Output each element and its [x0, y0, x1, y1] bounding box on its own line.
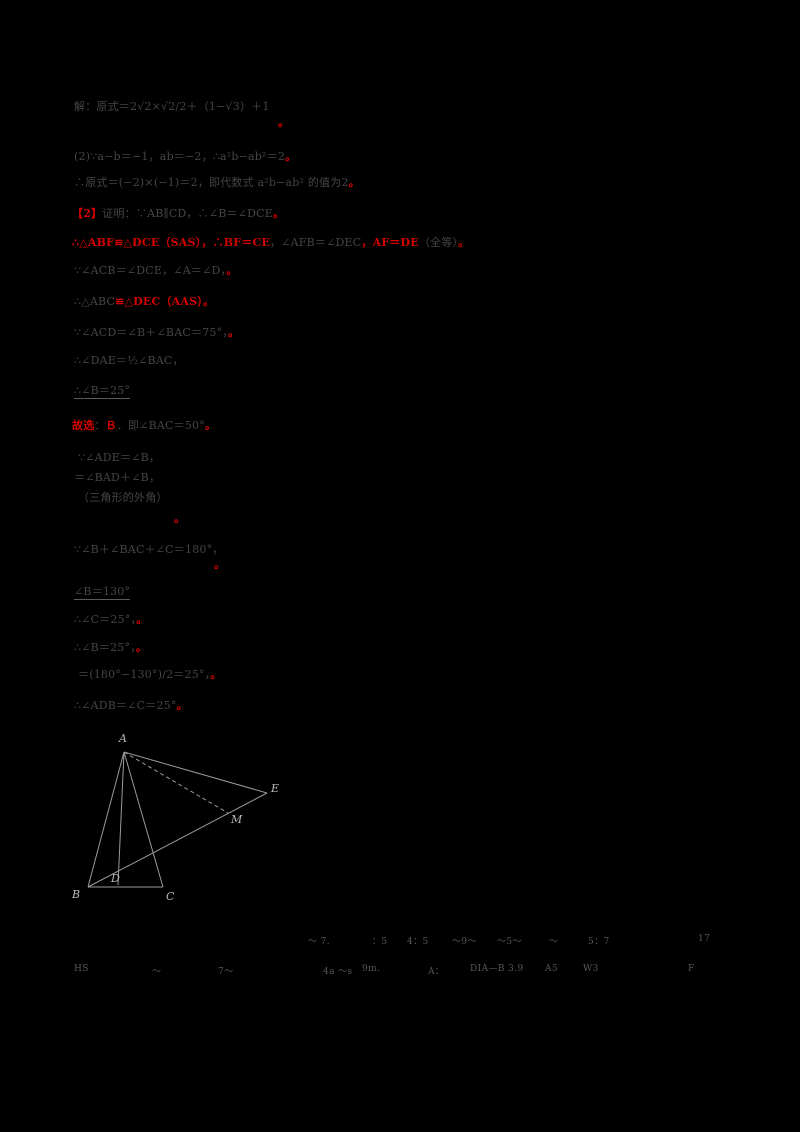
text-line: ∴∠B＝25°，。: [74, 641, 147, 655]
text-segment: 。: [458, 236, 470, 249]
text-line: 【2】证明：∵AB∥CD，∴∠B＝∠DCE。: [72, 207, 284, 221]
text-segment: ∵∠B＋∠BAC＋∠C＝180°，: [74, 543, 224, 556]
figure-label-E: E: [270, 782, 279, 795]
footer-fragment: 9m.: [362, 964, 381, 974]
text-line: (2)∵a−b＝−1，ab＝−2，∴a²b−ab²＝2。: [74, 150, 296, 164]
footer-fragment: ～9～: [452, 937, 477, 947]
text-segment: ∴原式＝(−2)×(−1)＝2，即代数式 a²b−ab² 的值为2: [74, 176, 349, 189]
footer-fragment: 17: [698, 934, 711, 944]
text-segment: 解：原式＝2√2×√2∕2＋（1−√3）＋1: [74, 100, 270, 113]
segment-AE: [123, 751, 268, 794]
segment-BE: [87, 792, 268, 888]
text-segment: ＝(180°−130°)∕2＝25°，: [78, 668, 211, 681]
text-segment: （三角形的外角）: [78, 491, 168, 504]
text-line: 。: [174, 512, 185, 526]
segment-AC: [123, 751, 164, 888]
figure-label-B: B: [71, 888, 80, 901]
text-segment: （全等）: [418, 236, 459, 249]
text-segment: 。: [273, 207, 285, 220]
text-line: ∵∠B＋∠BAC＋∠C＝180°，: [74, 543, 224, 557]
text-line: 。: [278, 116, 289, 130]
text-line: ＝(180°−130°)∕2＝25°，。: [78, 668, 222, 682]
text-segment: 证明：∵AB∥CD，∴∠B＝∠DCE: [102, 207, 273, 220]
geometry-figure: A B C D E M: [71, 732, 279, 903]
text-segment: ∴△ABC: [74, 295, 116, 308]
figure-label-C: C: [166, 890, 175, 903]
text-segment: Ｂ: [105, 419, 117, 432]
footer-fragment: 5：7: [588, 937, 610, 947]
text-segment: 【2】: [72, 207, 103, 220]
text-line: 故选：Ｂ．即∠BAC＝50°。: [72, 419, 216, 433]
text-segment: 。: [210, 668, 222, 681]
text-line: 。: [214, 558, 225, 572]
text-line: ∵∠ADE＝∠B，: [78, 451, 160, 465]
figure-label-A: A: [118, 732, 127, 745]
text-segment: 。: [202, 295, 215, 308]
text-line: ＝∠BAD＋∠B，: [74, 471, 160, 485]
segment-AD: [117, 751, 125, 886]
footer-fragment: F: [688, 964, 695, 974]
text-segment: ∴∠ADB＝∠C＝25°: [74, 699, 177, 712]
text-line: ∠B＝130°: [74, 585, 131, 600]
footer-fragment: ～: [549, 937, 559, 947]
text-segment: 。: [136, 613, 148, 626]
text-segment: ∵∠ADE＝∠B，: [78, 451, 161, 464]
text-line: ∴△ABC≌△DEC（AAS）。: [74, 295, 214, 309]
text-line: ∴∠C＝25°，。: [74, 613, 147, 627]
text-line: （三角形的外角）: [78, 491, 168, 505]
text-segment: ∠B＝130°: [74, 585, 131, 600]
text-segment: (2)∵a−b＝−1，ab＝−2，∴a²b−ab²＝2: [74, 150, 286, 163]
text-segment: 。: [226, 264, 238, 277]
figure-label-D: D: [110, 872, 120, 885]
text-segment: 。: [348, 176, 360, 189]
text-segment: ，∠AFB＝∠DEC: [270, 236, 362, 249]
text-segment: ＝∠BAD＋∠B，: [74, 471, 161, 484]
text-segment: 故选: [72, 419, 95, 432]
footer-fragment: W3: [583, 964, 599, 974]
text-segment: 。: [174, 512, 186, 525]
footer-fragment: HS: [74, 964, 89, 974]
text-line: ∴△ABF≌△DCE（SAS），∴BF＝CE，∠AFB＝∠DEC，AF＝DE（全…: [72, 236, 469, 250]
footer-fragment: 4：5: [407, 937, 429, 947]
segment-AM-dashed: [123, 751, 229, 814]
text-segment: ∵∠ACB＝∠DCE，∠A＝∠D，: [74, 264, 227, 277]
text-segment: ≌△DEC（AAS）: [115, 295, 203, 308]
footer-fragment: 4a ～s: [323, 967, 353, 977]
footer-fragment: ：5: [372, 937, 388, 947]
text-line: ∴∠ADB＝∠C＝25°。: [74, 699, 188, 713]
text-segment: 。: [176, 699, 188, 712]
footer-fragment: DIA—B 3.9: [470, 964, 524, 974]
text-segment: ∴∠C＝25°，: [74, 613, 137, 626]
segment-AB: [87, 751, 125, 888]
figure-label-M: M: [230, 813, 243, 826]
text-segment: ∵∠ACD＝∠B＋∠BAC＝75°，: [74, 326, 228, 339]
footer-fragment: 7～: [218, 967, 234, 977]
footer-fragment: ～: [152, 967, 162, 977]
text-line: 解：原式＝2√2×√2∕2＋（1−√3）＋1: [74, 100, 270, 114]
text-segment: ∴∠B＝25°: [74, 384, 131, 399]
text-segment: ．即∠BAC＝50°: [116, 419, 205, 432]
text-segment: 。: [214, 558, 226, 571]
footer-fragment: ～5～: [497, 937, 522, 947]
text-segment: 。: [204, 419, 217, 432]
text-segment: ∴∠DAE＝½∠BAC，: [74, 354, 184, 367]
text-segment: 。: [278, 116, 290, 129]
text-segment: 。: [227, 326, 240, 339]
text-line: ∴原式＝(−2)×(−1)＝2，即代数式 a²b−ab² 的值为2。: [74, 176, 360, 190]
text-segment: ：: [94, 419, 106, 432]
text-segment: ∴∠B＝25°，: [74, 641, 136, 654]
text-line: ∴∠B＝25°: [74, 384, 131, 399]
text-segment: ∴△ABF≌△DCE（SAS），∴BF＝CE: [72, 236, 271, 249]
footer-fragment: ～ 7.: [308, 937, 331, 947]
footer-fragment: A：: [428, 967, 445, 977]
text-line: ∵∠ACD＝∠B＋∠BAC＝75°，。: [74, 326, 239, 340]
text-line: ∴∠DAE＝½∠BAC，: [74, 354, 184, 368]
text-segment: 。: [135, 641, 148, 654]
text-line: ∵∠ACB＝∠DCE，∠A＝∠D，。: [74, 264, 237, 278]
footer-fragment: A5: [545, 964, 559, 974]
text-segment: 。: [285, 150, 297, 163]
text-segment: ，AF＝DE: [361, 236, 419, 249]
